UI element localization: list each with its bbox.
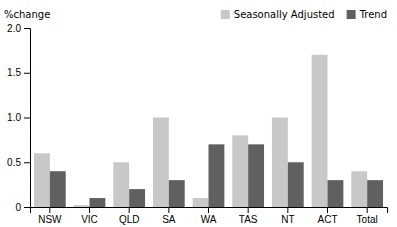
x-tick-mark: [327, 207, 328, 213]
x-tick-mark: [89, 207, 90, 213]
x-tick: NSW: [38, 207, 62, 225]
x-tick-label: NSW: [38, 214, 62, 225]
bar: [74, 205, 90, 207]
bar: [312, 55, 328, 207]
x-tick: QLD: [119, 207, 140, 225]
x-tick-mark: [248, 207, 249, 213]
bar: [367, 180, 383, 207]
y-tick-mark: [24, 73, 30, 74]
legend-item: Trend: [347, 9, 387, 20]
bar: [351, 171, 367, 207]
y-tick-label: 0: [15, 202, 21, 213]
x-tick-label: SA: [162, 214, 176, 225]
y-label: %change: [4, 9, 50, 20]
y-tick-mark: [24, 207, 30, 208]
x-axis-line: [31, 208, 388, 214]
chart: NSW VIC QLD SA WA TAS NT ACT Total 0 0.5 1.0 1.5 2.0%…: [0, 0, 397, 227]
bar: [50, 171, 66, 207]
bar: [193, 198, 209, 207]
legend-label: Trend: [359, 9, 387, 20]
x-tick: NT: [281, 207, 294, 225]
y-tick: 1.5: [7, 67, 30, 78]
x-tick-label: NT: [281, 214, 294, 225]
y-axis: 0 0.5 1.0 1.5 2.0: [7, 23, 30, 213]
y-tick-mark: [24, 118, 30, 119]
x-axis: NSW VIC QLD SA WA TAS NT ACT Total: [31, 207, 388, 225]
y-tick: 0.5: [7, 157, 30, 168]
y-tick-label: 1.5: [7, 67, 21, 78]
bar: [288, 162, 304, 207]
bar: [34, 153, 50, 207]
x-tick-label: QLD: [119, 214, 140, 225]
x-tick: TAS: [239, 207, 258, 225]
legend: Seasonally Adjusted Trend: [221, 9, 387, 20]
bars: [34, 55, 383, 207]
x-tick-label: WA: [201, 214, 217, 225]
x-tick-mark: [168, 207, 169, 213]
x-tick: VIC: [81, 207, 98, 225]
y-axis-line: [24, 29, 31, 208]
plot: NSW VIC QLD SA WA TAS NT ACT Total 0 0.5 1.0 1.5 2.0: [7, 23, 387, 225]
x-tick: WA: [201, 207, 217, 225]
legend-item: Seasonally Adjusted: [221, 9, 335, 20]
x-tick-label: TAS: [239, 214, 258, 225]
x-tick-mark: [367, 207, 368, 213]
x-tick: Total: [357, 207, 378, 225]
bar: [113, 162, 129, 207]
bar: [248, 144, 264, 207]
x-tick-mark: [129, 207, 130, 213]
series: [34, 55, 367, 207]
y-tick-label: 1.0: [7, 112, 21, 123]
y-tick-mark: [24, 28, 30, 29]
bar: [169, 180, 185, 207]
x-tick-mark: [208, 207, 209, 213]
bar: [153, 118, 169, 208]
x-tick: ACT: [318, 207, 338, 225]
bar: [328, 180, 344, 207]
x-tick-mark: [287, 207, 288, 213]
legend-swatch: [221, 10, 230, 19]
x-tick: SA: [162, 207, 176, 225]
y-tick-mark: [24, 162, 30, 163]
bar: [232, 135, 248, 207]
legend-swatch: [347, 10, 356, 19]
bar: [209, 144, 225, 207]
x-tick-label: VIC: [81, 214, 98, 225]
series: [50, 144, 383, 207]
y-tick: 2.0: [7, 23, 30, 34]
x-tick-label: ACT: [318, 214, 338, 225]
y-tick-label: 2.0: [7, 23, 21, 34]
bar: [129, 189, 145, 207]
bar: [272, 118, 288, 208]
legend-label: Seasonally Adjusted: [234, 9, 335, 20]
y-tick-label: 0.5: [7, 157, 21, 168]
y-tick: 0: [15, 202, 30, 213]
x-tick-mark: [49, 207, 50, 213]
bar: [90, 198, 106, 207]
y-tick: 1.0: [7, 112, 30, 123]
x-tick-label: Total: [357, 214, 378, 225]
